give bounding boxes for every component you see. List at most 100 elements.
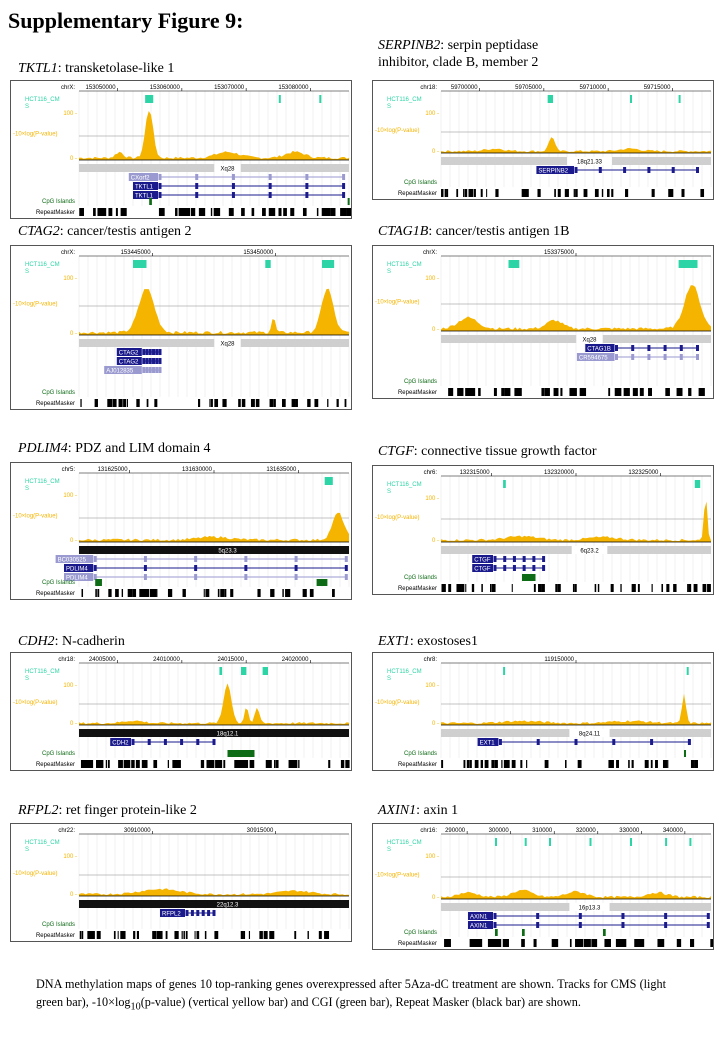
repeat-element <box>239 399 241 407</box>
repeatmasker-track-label: RepeatMasker <box>398 390 437 396</box>
position-tick-label: 330000 <box>619 828 640 834</box>
repeat-element <box>478 939 483 947</box>
repeat-element <box>346 208 351 216</box>
cms-region <box>678 260 698 268</box>
repeat-element <box>480 760 484 768</box>
repeat-element <box>291 399 296 407</box>
cytoband-label: 18q21.33 <box>577 160 603 166</box>
repeat-element <box>172 760 179 768</box>
repeatmasker-track-label: RepeatMasker <box>398 191 437 197</box>
repeat-element <box>557 189 561 197</box>
gene-description: : cancer/testis antigen 1B <box>428 224 570 239</box>
cms-track-label: HCT116_CM <box>387 482 422 488</box>
repeat-element <box>276 760 279 768</box>
cms-region <box>219 667 223 675</box>
gene-label: CTAG1B <box>587 347 611 353</box>
y-zero-label: 0 - <box>70 892 77 898</box>
y-max-label: 100 - <box>425 496 439 502</box>
cytoband-label: 18q12.1 <box>217 732 239 738</box>
panel-title-axin1: AXIN1: axin 1 <box>378 802 458 819</box>
repeat-element <box>624 388 630 396</box>
repeat-element <box>471 584 475 592</box>
repeat-element <box>553 388 558 396</box>
y-zero-label: 0 - <box>432 149 439 155</box>
repeat-element <box>127 589 132 597</box>
position-tick-label: 340000 <box>663 828 684 834</box>
position-tick-label: 59700000 <box>451 85 478 91</box>
repeat-element <box>493 939 500 947</box>
repeatmasker-track-label: RepeatMasker <box>36 933 75 939</box>
repeat-element <box>156 931 158 939</box>
repeat-element <box>700 189 705 197</box>
repeat-element <box>122 399 124 407</box>
repeat-element <box>537 189 541 197</box>
y-max-label: 100 - <box>425 276 439 282</box>
repeat-element <box>481 584 483 592</box>
repeat-element <box>146 589 150 597</box>
repeat-element <box>579 388 587 396</box>
repeat-element <box>97 589 100 597</box>
browser-tracks: chr8: 119150000 HCT116_CMS -10×log(P-value)… <box>375 657 712 768</box>
gene-label: SERPINB2 <box>538 169 568 175</box>
repeat-element <box>136 399 140 407</box>
cms-track-label-2: S <box>387 847 391 853</box>
repeat-element <box>490 584 492 592</box>
repeat-element <box>463 760 466 768</box>
repeat-element <box>594 584 597 592</box>
gene-symbol: AXIN1 <box>378 803 417 818</box>
repeat-element <box>444 584 446 592</box>
repeat-element <box>533 584 536 592</box>
position-tick-label: 153080000 <box>278 85 309 91</box>
repeat-element <box>270 589 273 597</box>
repeat-element <box>345 760 350 768</box>
repeat-element <box>474 760 479 768</box>
gene-symbol: SERPINB2 <box>378 38 441 53</box>
repeat-element <box>243 760 249 768</box>
repeat-element <box>81 931 84 939</box>
cms-track-label: HCT116_CM <box>387 669 422 675</box>
repeat-element <box>486 189 488 197</box>
position-tick-label: 59705000 <box>515 85 542 91</box>
repeat-element <box>307 931 309 939</box>
gene-label: AXIN1 <box>470 924 488 930</box>
gene-symbol: CTAG1B <box>378 224 429 239</box>
repeat-element <box>469 939 477 947</box>
browser-tracks: chr6: 132315000 132320000 132325000 HCT116_C… <box>375 470 712 592</box>
repeat-element <box>132 589 137 597</box>
repeat-element <box>139 589 144 597</box>
cms-track-label-2: S <box>387 104 391 110</box>
repeat-element <box>330 208 336 216</box>
repeat-element <box>611 189 614 197</box>
cms-track-label: HCT116_CM <box>25 479 60 485</box>
cms-track-label: HCT116_CM <box>25 840 60 846</box>
chrom-label: chrX: <box>423 250 437 256</box>
repeat-element <box>167 589 172 597</box>
repeat-element <box>118 760 123 768</box>
repeat-element <box>268 208 275 216</box>
y-zero-label: 0 - <box>432 895 439 901</box>
gene-symbol: CTGF <box>378 444 414 459</box>
repeat-element <box>533 939 537 947</box>
repeat-element <box>505 388 511 396</box>
repeat-element <box>143 589 146 597</box>
repeat-element <box>565 189 569 197</box>
repeat-element <box>503 760 508 768</box>
repeat-element <box>495 189 499 197</box>
position-tick-label: 24020000 <box>282 657 309 663</box>
repeat-element <box>610 584 614 592</box>
caption-subscript: 10 <box>130 1001 141 1013</box>
gene-symbol: EXT1 <box>378 634 410 649</box>
repeat-element <box>170 589 173 597</box>
repeat-element <box>485 760 489 768</box>
repeat-element <box>327 399 329 407</box>
repeat-element <box>240 931 244 939</box>
repeatmasker-track-label: RepeatMasker <box>398 941 437 947</box>
repeat-element <box>269 931 274 939</box>
cms-region <box>524 838 527 846</box>
chrom-label: chr8: <box>424 657 438 663</box>
repeatmasker-track-label: RepeatMasker <box>36 591 75 597</box>
signal-track-label: -10×log(P-value) <box>375 128 420 134</box>
repeat-element <box>521 939 525 947</box>
position-tick-label: 153445000 <box>121 250 152 256</box>
repeat-element <box>269 399 274 407</box>
